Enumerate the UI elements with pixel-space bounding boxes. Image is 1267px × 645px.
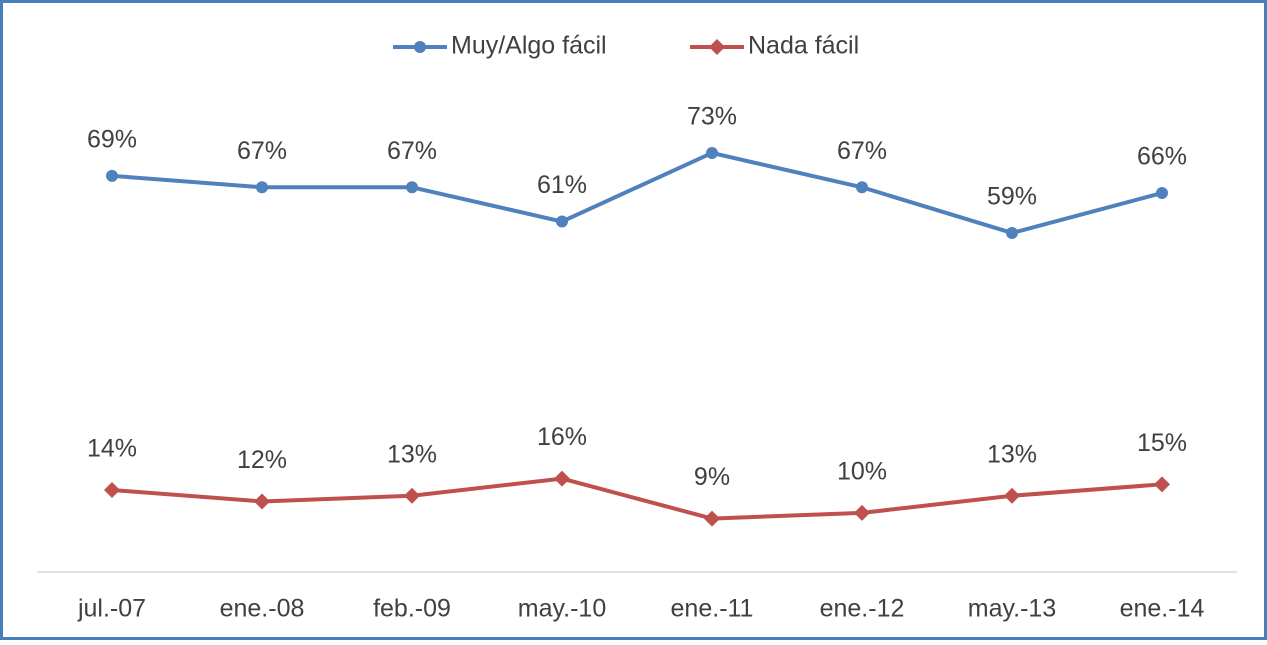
data-label: 13%: [387, 440, 437, 468]
x-tick-label: ene.-14: [1120, 595, 1205, 623]
data-label: 69%: [87, 125, 137, 153]
x-tick-label: feb.-09: [373, 595, 451, 623]
point-marker: [406, 181, 418, 194]
data-label: 67%: [237, 137, 287, 165]
point-marker: [106, 169, 118, 182]
point-marker: [706, 146, 718, 159]
data-label: 9%: [694, 463, 730, 491]
series-line: [111, 150, 1163, 235]
x-tick-label: jul.-07: [77, 595, 146, 623]
data-label: 67%: [387, 137, 437, 165]
point-marker: [556, 215, 568, 228]
data-label: 10%: [837, 457, 887, 485]
x-tick-label: ene.-11: [671, 595, 754, 623]
legend-marker: [709, 39, 725, 55]
point-marker: [856, 181, 868, 194]
x-tick-label: may.-10: [518, 595, 606, 623]
legend-label: Nada fácil: [748, 32, 859, 60]
legend-label: Muy/Algo fácil: [451, 32, 607, 60]
series-line: [111, 476, 1163, 521]
point-marker: [254, 493, 270, 510]
point-marker: [256, 181, 268, 194]
point-marker: [404, 487, 420, 504]
point-marker: [1004, 487, 1020, 504]
data-label: 13%: [987, 440, 1037, 468]
data-label: 14%: [87, 435, 137, 463]
x-tick-label: ene.-12: [820, 595, 905, 623]
data-label: 59%: [987, 183, 1037, 211]
point-marker: [1154, 476, 1170, 493]
point-marker: [1156, 186, 1168, 199]
point-marker: [854, 504, 870, 521]
data-label: 12%: [237, 446, 287, 474]
data-label: 73%: [687, 103, 737, 131]
data-label: 15%: [1137, 429, 1187, 457]
point-marker: [554, 470, 570, 487]
data-label: 61%: [537, 171, 587, 199]
legend-marker: [414, 41, 426, 53]
x-tick-label: may.-13: [968, 595, 1056, 623]
x-tick-label: ene.-08: [220, 595, 305, 623]
data-label: 16%: [537, 423, 587, 451]
point-marker: [1006, 226, 1018, 239]
data-label: 66%: [1137, 143, 1187, 171]
data-label: 67%: [837, 137, 887, 165]
point-marker: [104, 482, 120, 499]
point-marker: [704, 510, 720, 527]
